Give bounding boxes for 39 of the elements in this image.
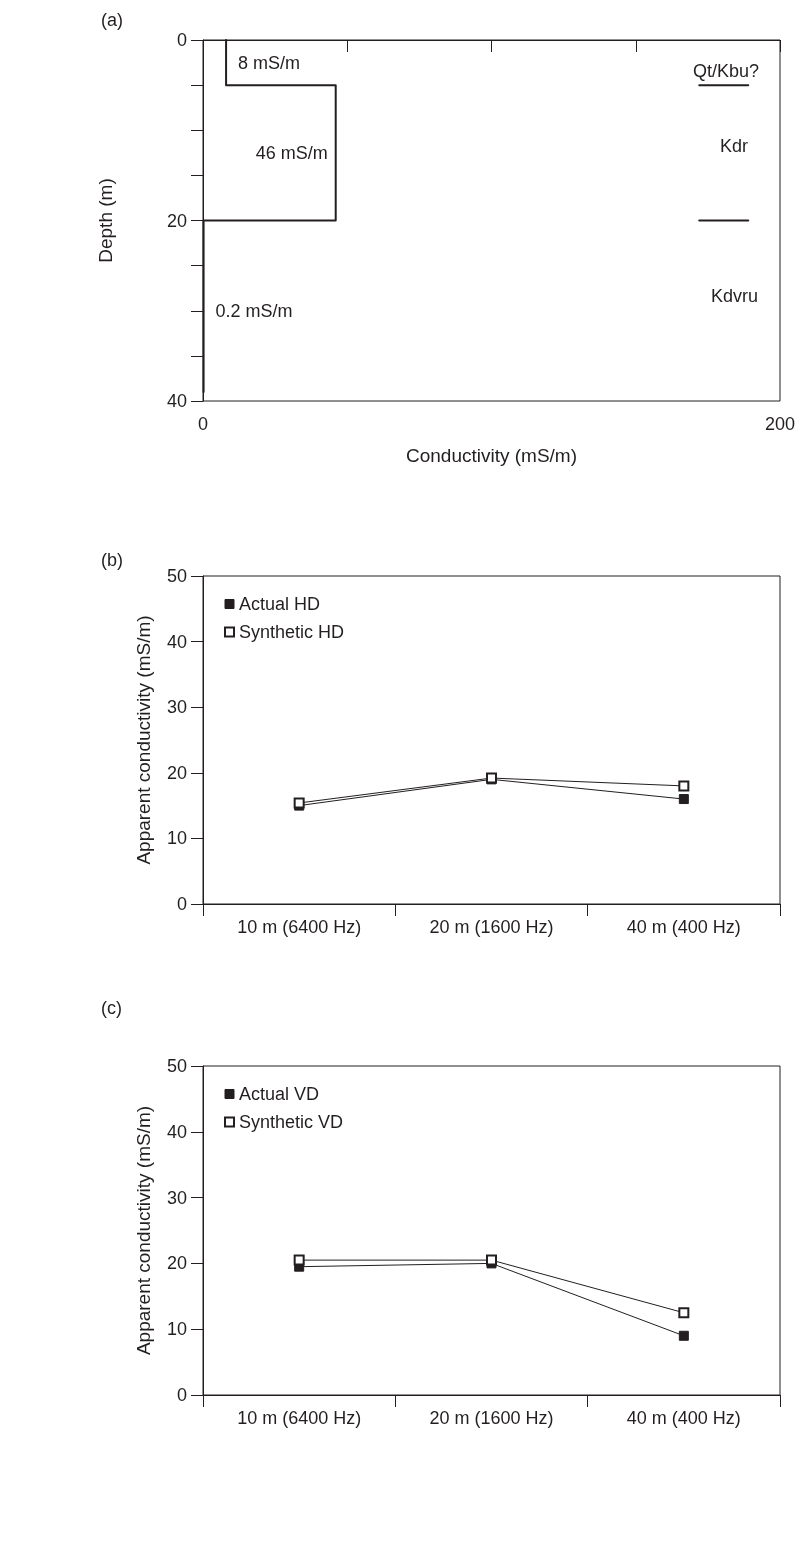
y-tick-label: 20 — [166, 762, 187, 783]
y-tick-label: 0 — [176, 30, 187, 50]
y-tick-label: 20 — [166, 1253, 187, 1274]
annotation: Kdr — [719, 136, 749, 156]
x-axis-title: Conductivity (mS/m) — [405, 445, 578, 466]
legend-label: Actual HD — [239, 594, 321, 614]
y-tick-label: 10 — [166, 1319, 187, 1340]
y-tick-label: 40 — [166, 1121, 187, 1142]
x-tick-label: 10 m (6400 Hz) — [237, 1408, 362, 1428]
y-tick-label: 0 — [176, 1385, 187, 1405]
chart-title: (c) — [101, 998, 122, 1018]
x-tick-label: 40 m (400 Hz) — [626, 1408, 741, 1428]
annotation: 0.2 mS/m — [215, 300, 293, 321]
y-axis-title: Depth (m) — [95, 178, 116, 263]
annotation: Kdvru — [710, 286, 759, 306]
x-tick-label: 10 m (6400 Hz) — [237, 917, 362, 937]
x-tick-label: 200 — [764, 414, 796, 434]
y-axis-title: Apparent conductivity (mS/m) — [133, 615, 154, 865]
annotation: 46 mS/m — [255, 142, 328, 163]
y-tick-label: 10 — [166, 828, 187, 849]
y-tick-label: 30 — [166, 697, 187, 718]
legend-label: Synthetic HD — [239, 622, 345, 642]
y-tick-label: 20 — [166, 210, 187, 231]
annotation: 8 mS/m — [238, 52, 301, 73]
y-axis-title: Apparent conductivity (mS/m) — [133, 1105, 154, 1356]
x-tick-label: 20 m (1600 Hz) — [429, 1408, 554, 1428]
y-tick-label: 40 — [166, 631, 187, 652]
x-tick-label: 20 m (1600 Hz) — [429, 917, 554, 937]
legend-label: Synthetic VD — [239, 1112, 344, 1132]
y-tick-label: 0 — [176, 894, 187, 914]
y-tick-label: 50 — [166, 566, 187, 586]
y-tick-label: 30 — [166, 1187, 187, 1208]
y-tick-label: 50 — [166, 1056, 187, 1076]
chart-title: (b) — [101, 550, 123, 570]
x-tick-label: 40 m (400 Hz) — [626, 917, 741, 937]
legend-label: Actual VD — [239, 1084, 320, 1104]
chart-title: (a) — [101, 10, 123, 30]
y-tick-label: 40 — [166, 391, 187, 411]
annotation: Qt/Kbu? — [692, 61, 760, 81]
